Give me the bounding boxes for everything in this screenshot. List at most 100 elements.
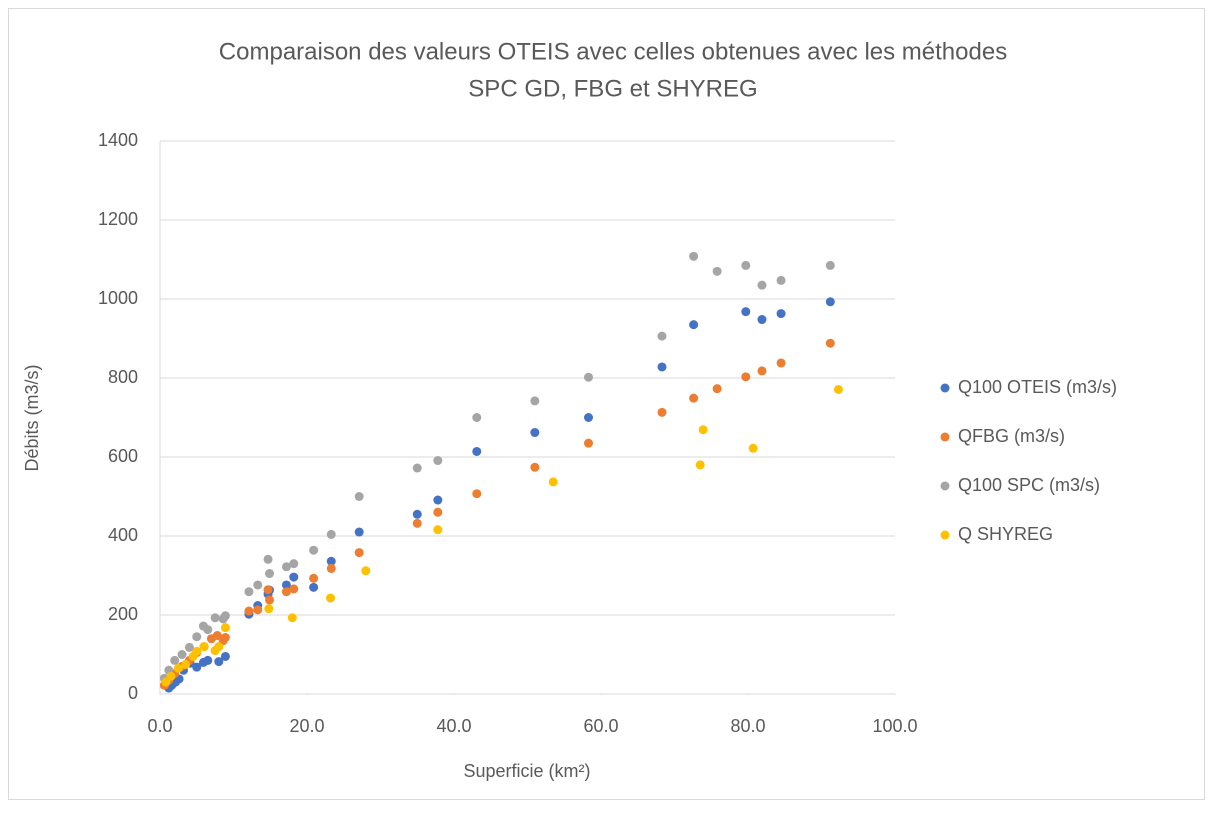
data-point [192,662,202,672]
chart-title: Comparaison des valeurs OTEIS avec celle… [219,38,1007,65]
data-point [198,621,208,631]
data-point [173,663,183,673]
data-point [326,563,336,573]
data-point [776,275,786,285]
data-point [166,671,176,681]
data-point [253,605,263,615]
legend-marker [940,530,950,540]
data-point [833,384,843,394]
data-point [309,573,319,583]
data-point [472,489,482,499]
data-point [354,527,364,537]
data-point [287,613,297,623]
data-point [206,634,216,644]
data-point [198,657,208,667]
data-point [244,587,254,597]
data-point [263,585,273,595]
data-point [698,425,708,435]
data-point [253,580,263,590]
x-tick-label: 100.0 [872,716,917,736]
data-point [712,384,722,394]
data-point [584,438,594,448]
x-tick-label: 0.0 [147,716,172,736]
data-point [776,358,786,368]
data-point [281,580,291,590]
data-point [354,548,364,558]
data-point [170,655,180,665]
data-point [220,623,230,633]
y-tick-label: 600 [108,446,138,466]
data-point [289,572,299,582]
chart-title: SPC GD, FBG et SHYREG [468,75,757,102]
data-point [289,559,299,569]
data-point [757,280,767,290]
chart-border [8,8,1205,800]
data-point [825,260,835,270]
data-point [265,569,275,579]
data-point [210,613,220,623]
legend-label: Q100 SPC (m3/s) [958,475,1100,495]
data-point [741,372,751,382]
x-tick-label: 40.0 [436,716,471,736]
legend-label: Q SHYREG [958,524,1053,544]
legend-label: QFBG (m3/s) [958,426,1065,446]
data-point [161,677,171,687]
data-point [776,309,786,319]
data-point [184,642,194,652]
y-tick-label: 1200 [98,209,138,229]
data-point [825,297,835,307]
data-point [199,642,209,652]
data-point [433,495,443,505]
data-point [530,428,540,438]
y-tick-label: 1000 [98,288,138,308]
legend-marker [940,432,950,442]
data-point [326,529,336,539]
data-point [354,492,364,501]
y-tick-label: 0 [128,683,138,703]
data-point [214,657,224,667]
x-axis-label: Superficie (km²) [463,761,590,781]
data-point [326,593,336,603]
x-tick-label: 80.0 [730,716,765,736]
data-point [281,562,291,572]
x-tick-label: 60.0 [583,716,618,736]
data-point [695,460,705,470]
data-point [741,307,751,317]
data-point [264,604,274,614]
data-point [433,525,443,535]
data-point [689,251,699,261]
data-point [192,632,202,642]
data-point [472,446,482,456]
data-point [689,320,699,330]
data-point [188,651,198,661]
data-point [741,260,751,270]
legend-marker [940,481,950,491]
data-point [218,614,228,624]
legend-marker [940,383,950,393]
data-point [220,651,230,661]
data-point [748,443,758,453]
data-point [825,338,835,348]
data-point [584,372,594,382]
data-point [548,477,558,487]
data-point [712,266,722,276]
data-point [281,587,291,597]
data-point [265,595,275,605]
data-point [584,413,594,422]
data-point [757,315,767,325]
data-point [530,462,540,472]
data-point [326,556,336,566]
y-tick-label: 400 [108,525,138,545]
data-point [177,650,187,659]
data-point [361,566,371,576]
data-point [289,584,299,594]
x-tick-label: 20.0 [289,716,324,736]
data-point [412,463,422,473]
data-point [244,606,254,616]
data-point [263,554,273,564]
data-point [433,456,443,466]
data-point [530,396,540,406]
data-point [472,413,482,422]
data-point [309,582,319,592]
